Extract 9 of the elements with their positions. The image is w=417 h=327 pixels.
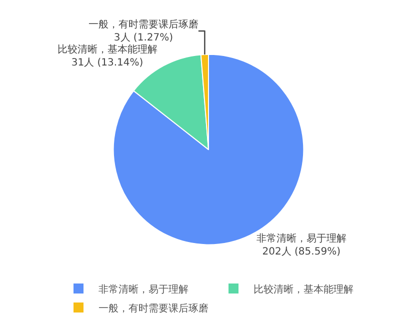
legend-label: 一般，有时需要课后琢磨 bbox=[98, 302, 208, 314]
data-label: 3人 (1.27%) bbox=[114, 32, 174, 44]
legend-label: 比较清晰，基本能理解 bbox=[254, 283, 354, 296]
slice-label: 一般，有时需要课后琢磨 bbox=[88, 18, 198, 31]
slice-label: 比较清晰，基本能理解 bbox=[57, 44, 158, 56]
data-label: 202人 (85.59%) bbox=[262, 246, 341, 258]
legend-label: 非常清晰，易于理解 bbox=[98, 283, 188, 296]
slice-label: 非常清晰，易于理解 bbox=[256, 232, 346, 245]
data-label: 31人 (13.14%) bbox=[71, 58, 144, 69]
